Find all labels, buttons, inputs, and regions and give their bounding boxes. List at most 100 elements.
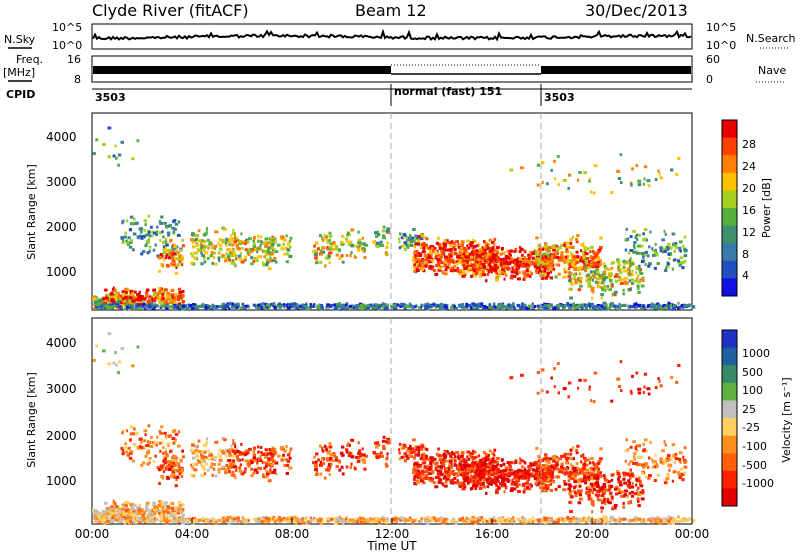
- power-cell-2567: [563, 304, 567, 308]
- velocity-cell-1235: [457, 457, 461, 460]
- power-cell-206: [149, 299, 154, 303]
- velocity-cell-1440: [470, 469, 473, 472]
- power-cell-288: [125, 290, 128, 294]
- power-cell-254: [178, 293, 182, 297]
- velocity-cell-1569: [486, 463, 490, 467]
- power-cell-409: [143, 228, 146, 232]
- power-cell-741: [270, 243, 274, 247]
- cpid-segment-label-3: 3503: [544, 91, 575, 104]
- power-cell-2523: [345, 302, 349, 306]
- velocity-cell-748: [270, 458, 274, 461]
- power-cbar-tick-28: 28: [742, 138, 756, 151]
- power-panel: 1000 2000 3000 4000 Slant Range [km]: [25, 112, 696, 311]
- power-cell-1843: [554, 250, 559, 254]
- power-cell-1560: [488, 258, 492, 262]
- velocity-cell-526: [224, 453, 227, 456]
- velocity-cell-1377: [497, 480, 500, 484]
- power-cell-468: [162, 248, 166, 252]
- velocity-cell-220: [162, 514, 166, 518]
- power-cell-2887: [193, 305, 198, 309]
- power-cell-842: [357, 241, 360, 245]
- power-cell-141: [181, 295, 185, 299]
- velocity-cell-833: [328, 442, 332, 446]
- velocity-cell-868: [363, 467, 367, 471]
- power-cell-1567: [516, 263, 520, 267]
- power-cell-1321: [540, 276, 544, 280]
- velocity-cell-616: [217, 468, 221, 472]
- power-cell-1697: [482, 266, 486, 270]
- power-cell-452: [146, 251, 150, 255]
- power-cell-2658: [519, 306, 523, 310]
- power-cell-1965: [640, 284, 645, 288]
- velocity-cell-762: [285, 463, 290, 467]
- power-cell-2986: [330, 303, 334, 307]
- power-cell-2342: [468, 304, 472, 307]
- velocity-cell-670: [240, 442, 243, 446]
- power-cell-1192: [456, 262, 459, 266]
- power-cell-1037: [485, 245, 490, 249]
- velocity-cell-730: [276, 454, 281, 458]
- power-cell-2688: [136, 303, 139, 307]
- velocity-cell-974: [430, 479, 434, 483]
- velocity-cell-1106: [424, 474, 429, 477]
- power-cell-1840: [546, 247, 550, 251]
- power-cell-1909: [544, 256, 548, 259]
- power-cell-838: [328, 234, 333, 238]
- velocity-cell-1290: [445, 467, 448, 471]
- velocity-cell-1542: [495, 488, 499, 492]
- power-cell-543: [213, 247, 217, 250]
- velocity-cell-642: [252, 453, 256, 457]
- power-cell-867: [362, 249, 367, 253]
- power-cell-2812: [348, 304, 352, 308]
- velocity-cell-600: [197, 450, 202, 453]
- power-cell-410: [158, 231, 162, 235]
- velocity-cell-896: [386, 441, 391, 445]
- power-cell-1870: [592, 261, 597, 265]
- power-cell-1257: [412, 259, 416, 263]
- power-cell-267: [142, 297, 147, 301]
- power-cell-2187: [642, 256, 645, 259]
- velocity-cell-1747: [555, 467, 560, 471]
- power-cell-1165: [429, 250, 433, 254]
- velocity-cell-1725: [577, 478, 582, 482]
- velocity-cell-836: [327, 466, 331, 470]
- velocity-cell-1173: [416, 463, 421, 467]
- power-cell-1072: [426, 258, 430, 262]
- power-cell-1052: [496, 251, 500, 255]
- power-cell-598: [228, 243, 231, 246]
- power-cell-1313: [473, 239, 477, 243]
- power-cell-421: [140, 230, 143, 234]
- power-cell-445: [168, 248, 172, 252]
- power-cell-1513: [518, 270, 521, 274]
- velocity-cell-469: [181, 455, 185, 459]
- velocity-cell-455: [180, 471, 184, 475]
- power-cell-1749: [585, 257, 590, 260]
- power-cell-1162: [443, 239, 447, 243]
- velocity-cell-1208: [424, 454, 428, 458]
- power-cell-547: [203, 256, 206, 260]
- power-cell-711: [262, 263, 265, 267]
- power-cell-531: [221, 226, 225, 230]
- power-cell-2990: [590, 304, 594, 307]
- velocity-cell-1073: [448, 464, 452, 468]
- power-cell-809: [335, 247, 338, 251]
- power-cell-795: [315, 259, 319, 262]
- velocity-cell-834: [314, 473, 319, 476]
- power-cell-3027: [540, 161, 545, 165]
- velocity-cell-814: [319, 463, 323, 467]
- power-cell-2858: [602, 301, 607, 305]
- power-cell-2789: [111, 304, 116, 308]
- velocity-cell-711: [262, 475, 265, 479]
- power-cell-2025: [623, 280, 627, 284]
- velocity-cell-1660: [491, 459, 494, 463]
- power-cell-516: [173, 244, 176, 248]
- velocity-cell-1347: [551, 471, 554, 475]
- power-cell-2982: [201, 303, 205, 307]
- power-cell-509: [166, 253, 169, 257]
- power-cell-628: [255, 259, 259, 263]
- power-cell-1541: [482, 263, 485, 267]
- velocity-cell-1369: [472, 467, 475, 471]
- power-cell-1471: [503, 251, 506, 255]
- velocity-cell-694: [258, 458, 261, 462]
- velocity-cell-531: [221, 436, 225, 440]
